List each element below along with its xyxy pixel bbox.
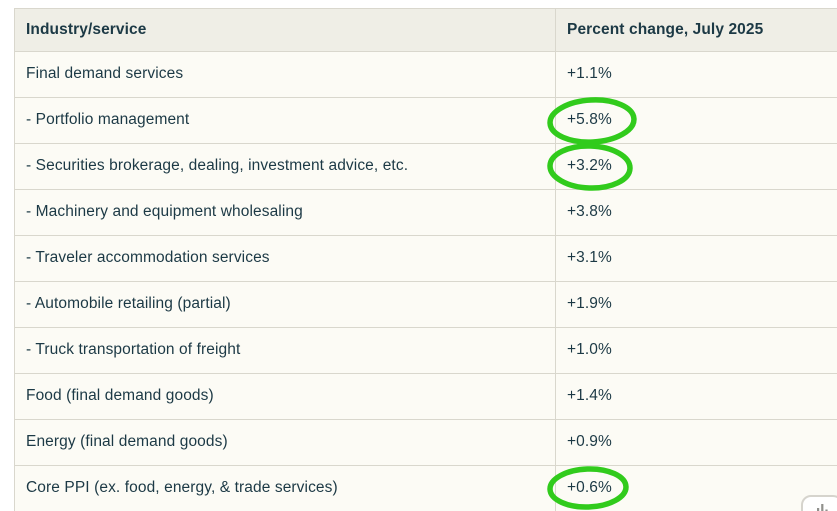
column-header-industry: Industry/service — [15, 9, 556, 51]
chart-toggle-button[interactable] — [801, 495, 837, 511]
percent-value: +1.0% — [567, 341, 612, 359]
table-row: - Automobile retailing (partial) +1.9% — [15, 282, 837, 328]
percent-value: +3.1% — [567, 249, 612, 267]
table-row: - Securities brokerage, dealing, investm… — [15, 143, 837, 191]
bar-chart-icon — [816, 504, 828, 511]
percent-cell: +1.1% — [556, 52, 837, 97]
percent-cell: +3.1% — [556, 236, 837, 281]
percent-cell: +5.8% — [547, 97, 837, 145]
table-row: Energy (final demand goods) +0.9% — [15, 420, 837, 466]
percent-cell: +3.8% — [556, 190, 837, 235]
industry-label: - Portfolio management — [15, 98, 556, 143]
percent-cell: +0.9% — [556, 420, 837, 465]
table-row: Core PPI (ex. food, energy, & trade serv… — [15, 466, 837, 511]
percent-cell: +1.4% — [556, 374, 837, 419]
table-row: - Truck transportation of freight +1.0% — [15, 328, 837, 374]
percent-value: +0.6% — [567, 479, 612, 497]
table-row: Food (final demand goods) +1.4% — [15, 374, 837, 420]
table-row: - Portfolio management +5.8% — [15, 97, 837, 145]
column-header-percent: Percent change, July 2025 — [567, 20, 764, 38]
percent-cell: +1.9% — [556, 282, 837, 327]
percent-cell: +3.2% — [547, 143, 837, 191]
percent-cell: +1.0% — [556, 328, 837, 373]
industry-label: Energy (final demand goods) — [15, 420, 556, 465]
industry-label: Food (final demand goods) — [15, 374, 556, 419]
percent-value: +3.2% — [567, 157, 612, 175]
industry-label: - Automobile retailing (partial) — [15, 282, 556, 327]
industry-label: - Securities brokerage, dealing, investm… — [15, 144, 556, 189]
ppi-table: Industry/service Percent change, July 20… — [14, 8, 837, 511]
table-row: Final demand services +1.1% — [15, 52, 837, 98]
table-header-row: Industry/service Percent change, July 20… — [15, 9, 837, 52]
industry-label: - Truck transportation of freight — [15, 328, 556, 373]
table-row: - Traveler accommodation services +3.1% — [15, 236, 837, 282]
industry-label: - Machinery and equipment wholesaling — [15, 190, 556, 235]
industry-label: Core PPI (ex. food, energy, & trade serv… — [15, 466, 556, 511]
percent-value: +1.4% — [567, 387, 612, 405]
percent-value: +5.8% — [567, 111, 612, 129]
industry-label: - Traveler accommodation services — [15, 236, 556, 281]
percent-value: +0.9% — [567, 433, 612, 451]
table-row: - Machinery and equipment wholesaling +3… — [15, 190, 837, 236]
industry-label: Final demand services — [15, 52, 556, 97]
percent-value: +3.8% — [567, 203, 612, 221]
percent-value: +1.1% — [567, 65, 612, 83]
percent-cell: +0.6% — [547, 466, 837, 511]
percent-value: +1.9% — [567, 295, 612, 313]
